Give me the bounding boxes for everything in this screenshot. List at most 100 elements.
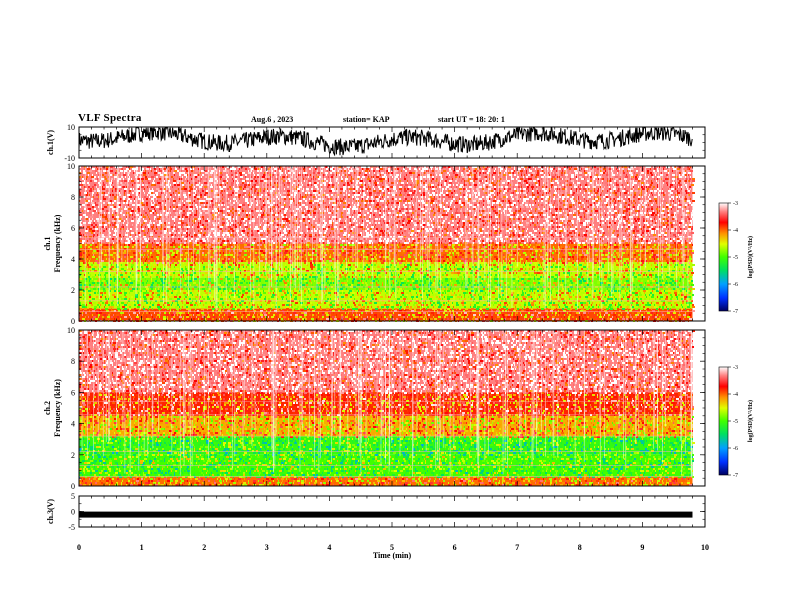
- spectro-cell: [634, 166, 636, 168]
- spectro-cell: [517, 170, 520, 172]
- spectro-cell: [167, 178, 169, 180]
- spectro-cell: [541, 174, 544, 176]
- spectro-cell: [452, 178, 453, 180]
- spectro-cell: [114, 230, 117, 232]
- spectro-cell: [79, 192, 81, 194]
- spectro-cell: [438, 226, 440, 228]
- spectro-cell: [514, 170, 515, 172]
- spectro-cell: [386, 166, 387, 168]
- spectro-cell: [494, 234, 497, 236]
- spectro-cell: [270, 182, 271, 184]
- spectro-cell: [149, 210, 152, 212]
- spectro-cell: [348, 194, 350, 196]
- spectro-cell: [684, 198, 687, 200]
- spectro-cell: [259, 196, 262, 198]
- spectro-cell: [89, 212, 91, 214]
- spectro-cell: [389, 210, 392, 212]
- spectro-cell: [554, 206, 555, 208]
- spectro-cell: [282, 222, 285, 224]
- spectro-cell: [286, 200, 288, 202]
- spectro-cell: [96, 172, 97, 174]
- spectro-cell: [431, 210, 433, 212]
- spectro-cell: [79, 206, 81, 208]
- spectro-cell: [383, 212, 384, 214]
- spectro-cell: [286, 174, 287, 176]
- spectro-cell: [351, 200, 353, 202]
- spectro-cell: [129, 216, 130, 218]
- spectro-cell: [112, 210, 114, 212]
- spectro-cell: [129, 196, 132, 198]
- spectro-cell: [196, 188, 197, 190]
- spectro-cell: [583, 208, 585, 210]
- spectro-cell: [629, 212, 631, 214]
- spectro-cell: [407, 216, 410, 218]
- spectro-cell: [87, 224, 90, 226]
- spectro-cell: [189, 182, 190, 184]
- spectro-cell: [668, 172, 669, 174]
- spectro-cell: [672, 190, 673, 192]
- spectro-cell: [424, 206, 425, 208]
- spectro-cell: [293, 210, 294, 212]
- spectro-cell: [442, 196, 445, 198]
- spectro-cell: [99, 184, 101, 186]
- spectro-cell: [628, 192, 629, 194]
- spectro-cell: [356, 220, 357, 222]
- spectro-cell: [668, 178, 669, 180]
- spectro-cell: [206, 222, 207, 224]
- spectro-cell: [197, 198, 200, 200]
- spectro-cell: [638, 186, 639, 188]
- spectro-cell: [160, 196, 161, 198]
- spectro-cell: [638, 172, 641, 174]
- spectro-cell: [526, 198, 529, 200]
- spectro-cell: [561, 174, 563, 176]
- spectro-cell: [353, 220, 355, 222]
- spectro-cell: [425, 168, 428, 170]
- spectro-cell: [642, 216, 645, 218]
- spectro-cell: [202, 190, 204, 192]
- spectro-cell: [522, 228, 525, 230]
- spectro-cell: [677, 208, 678, 210]
- spectro-cell: [403, 194, 405, 196]
- spectro-cell: [463, 224, 465, 226]
- spectro-cell: [233, 218, 234, 220]
- spectro-cell: [348, 202, 350, 204]
- spectro-cell: [400, 172, 402, 174]
- spectro-cell: [673, 198, 674, 200]
- spectro-cell: [414, 186, 417, 188]
- spectro-cell: [408, 230, 411, 232]
- spectro-cell: [239, 200, 240, 202]
- spectro-cell: [451, 214, 453, 216]
- spectro-cell: [573, 216, 576, 218]
- spectro-cell: [483, 204, 484, 206]
- spectro-cell: [602, 190, 603, 192]
- spectro-cell: [641, 214, 644, 216]
- spectro-cell: [133, 188, 134, 190]
- spectro-cell: [274, 232, 275, 234]
- spectro-cell: [302, 224, 303, 226]
- spectro-cell: [486, 190, 489, 192]
- spectro-cell: [183, 232, 186, 234]
- spectro-cell: [387, 230, 389, 232]
- spectro-cell: [261, 194, 263, 196]
- spectro-cell: [482, 196, 484, 198]
- spectro-cell: [517, 200, 519, 202]
- spectro-cell: [604, 186, 605, 188]
- spectro-cell: [626, 214, 628, 216]
- spectro-cell: [267, 192, 270, 194]
- spectro-cell: [155, 232, 157, 234]
- spectro-cell: [537, 172, 539, 174]
- spectro-cell: [436, 194, 438, 196]
- spectro-cell: [473, 182, 474, 184]
- spectro-cell: [176, 200, 178, 202]
- spectro-cell: [602, 182, 603, 184]
- spectro-cell: [129, 202, 132, 204]
- spectro-cell: [673, 192, 675, 194]
- spectro-cell: [607, 178, 609, 180]
- spectro-cell: [533, 218, 534, 220]
- spectro-cell: [520, 208, 521, 210]
- spectro-cell: [112, 190, 113, 192]
- spectro-cell: [623, 212, 624, 214]
- spectro-cell: [144, 194, 145, 196]
- spectro-cell: [260, 170, 262, 172]
- spectro-cell: [506, 204, 509, 206]
